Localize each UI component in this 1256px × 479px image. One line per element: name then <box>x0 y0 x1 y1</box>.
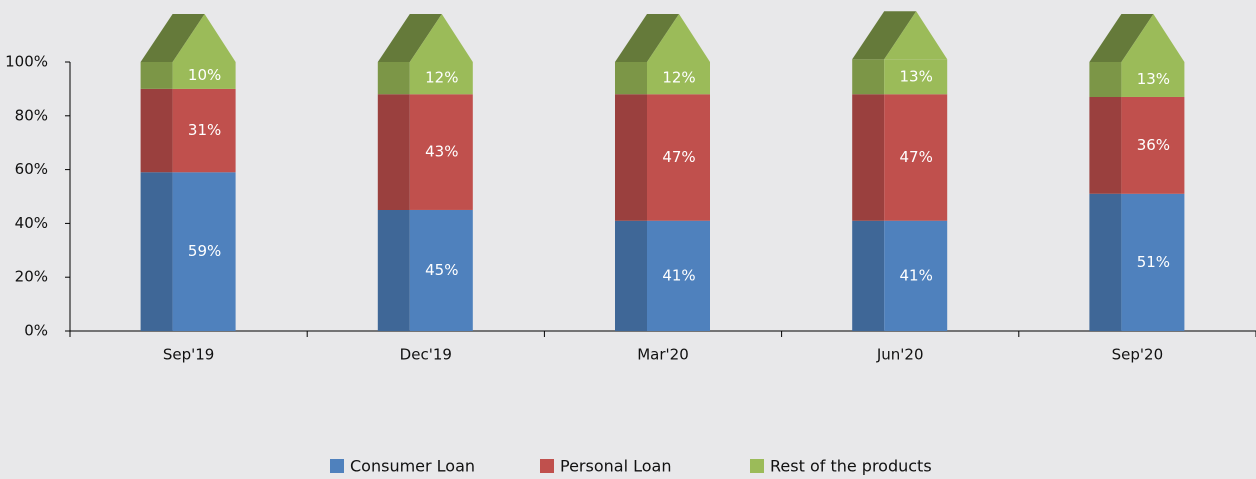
value-label: 45% <box>425 261 458 279</box>
x-tick-label: Sep'20 <box>1112 346 1163 364</box>
bar-roof <box>615 14 679 62</box>
bar-side <box>615 62 647 95</box>
value-label: 12% <box>662 69 695 87</box>
bar-side <box>1089 96 1122 194</box>
bar-side <box>140 88 173 173</box>
x-tick-label: Mar'20 <box>637 346 689 364</box>
y-tick-label: 80% <box>15 106 48 124</box>
bar <box>647 220 710 331</box>
x-tick-label: Dec'19 <box>400 346 452 364</box>
legend-swatch <box>750 459 764 473</box>
value-label: 13% <box>900 67 933 85</box>
value-label: 41% <box>662 266 695 284</box>
legend-label: Rest of the products <box>770 457 932 476</box>
bar-side <box>1089 193 1122 331</box>
bar-side <box>852 59 885 95</box>
bar-cap <box>647 14 710 62</box>
bar <box>172 172 236 331</box>
bar <box>172 88 236 173</box>
y-tick-label: 0% <box>24 322 48 340</box>
bar <box>647 94 710 221</box>
bar-side <box>140 172 173 331</box>
value-label: 47% <box>662 148 695 166</box>
bar-side <box>852 94 885 221</box>
y-tick-label: 20% <box>15 268 48 286</box>
bar <box>647 62 710 95</box>
value-label: 13% <box>1137 70 1170 88</box>
bar-cap <box>884 11 948 60</box>
value-label: 36% <box>1137 136 1170 154</box>
bar <box>1121 193 1185 331</box>
y-tick-label: 60% <box>15 160 48 178</box>
legend-swatch <box>330 459 344 473</box>
bar-side <box>615 94 647 221</box>
value-label: 12% <box>425 69 458 87</box>
bar-side <box>1089 62 1122 97</box>
bar-roof <box>377 14 442 62</box>
y-tick-label: 40% <box>15 214 48 232</box>
bar-side <box>140 62 173 89</box>
value-label: 41% <box>900 266 933 284</box>
bar <box>409 62 473 95</box>
bar <box>409 209 473 331</box>
bar <box>884 59 948 95</box>
bar <box>172 62 236 89</box>
legend-label: Personal Loan <box>560 457 671 476</box>
bar-side <box>377 94 410 210</box>
bar-side <box>852 220 885 331</box>
bar <box>884 94 948 221</box>
bar-cap <box>1121 14 1185 62</box>
bar <box>1121 96 1185 194</box>
bar-side <box>377 62 410 95</box>
bar-cap <box>172 14 236 62</box>
bar-roof <box>1089 14 1154 62</box>
bar <box>1121 62 1185 97</box>
value-label: 31% <box>188 121 221 139</box>
value-label: 51% <box>1137 253 1170 271</box>
bar-side <box>615 220 647 331</box>
y-tick-label: 100% <box>5 53 48 71</box>
bar-cap <box>409 14 473 62</box>
bar-roof <box>140 14 205 62</box>
value-label: 59% <box>188 242 221 260</box>
value-label: 47% <box>900 148 933 166</box>
bar-side <box>377 209 410 331</box>
value-label: 10% <box>188 66 221 84</box>
legend-swatch <box>540 459 554 473</box>
legend-label: Consumer Loan <box>350 457 475 476</box>
bar <box>409 94 473 210</box>
value-label: 43% <box>425 143 458 161</box>
bar <box>884 220 948 331</box>
bar-roof <box>852 11 917 60</box>
x-tick-label: Sep'19 <box>163 346 214 364</box>
x-tick-label: Jun'20 <box>876 346 924 364</box>
